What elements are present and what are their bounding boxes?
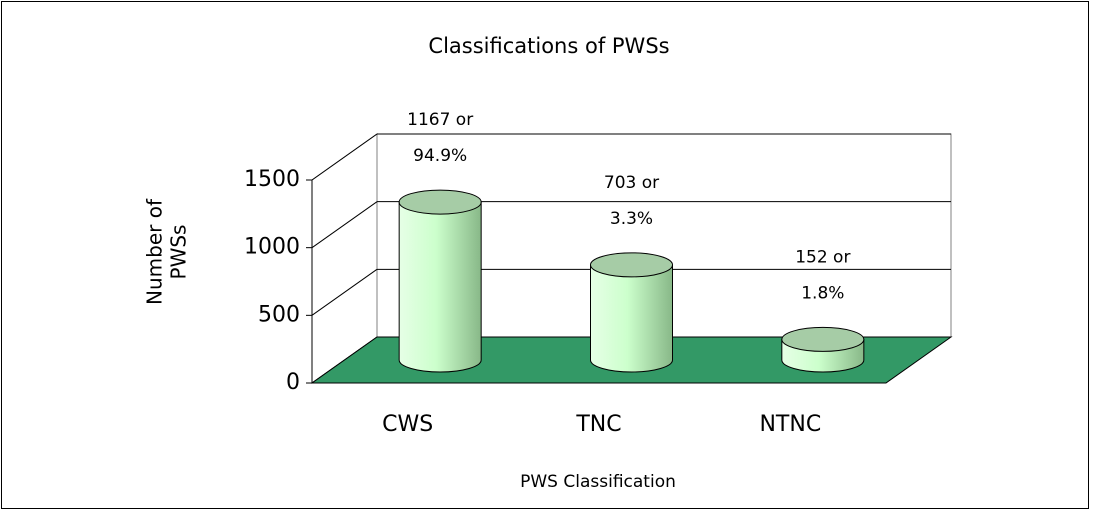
grid-line [311, 201, 378, 249]
y-tick-label: 1000 [244, 235, 300, 260]
grid-line [311, 268, 378, 316]
value-label: 1.8% [801, 283, 844, 303]
bar [398, 201, 482, 373]
value-label: 94.9% [413, 146, 467, 166]
grid-line [311, 133, 378, 181]
bar-top [398, 189, 482, 215]
x-tick-label: TNC [575, 412, 621, 437]
value-label: 3.3% [610, 209, 653, 229]
value-label: 1167 or [407, 110, 473, 130]
x-tick-label: NTNC [759, 412, 821, 437]
bar-top [590, 252, 673, 278]
y-axis-label: Number of [143, 198, 167, 305]
bar [590, 264, 673, 373]
y-tick-label: 0 [286, 370, 300, 395]
value-label: 152 or [795, 247, 850, 267]
x-axis-label: PWS Classification [520, 472, 676, 492]
value-label: 703 or [604, 173, 659, 193]
bar-top [781, 326, 865, 352]
x-tick-label: CWS [382, 412, 433, 437]
y-tick-label: 500 [258, 302, 300, 327]
y-axis-label: PWSs [167, 225, 191, 280]
chart-title: Classifications of PWSs [428, 34, 669, 58]
y-tick-label: 1500 [244, 167, 300, 192]
